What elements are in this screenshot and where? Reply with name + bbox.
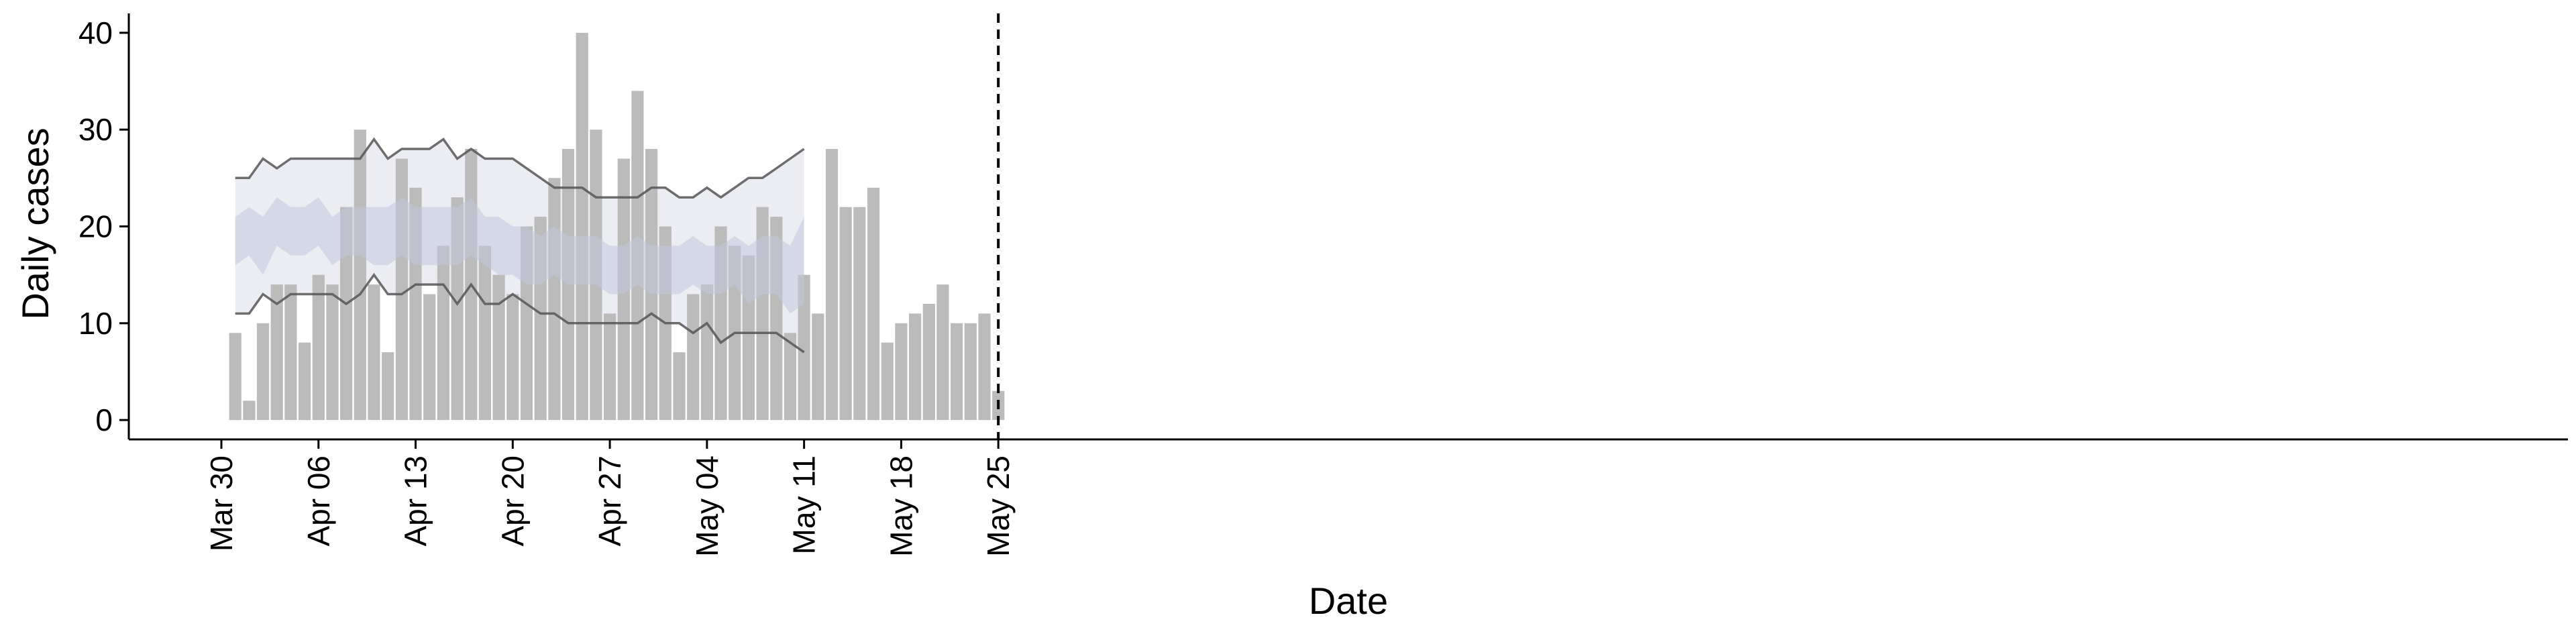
bar [895, 323, 908, 421]
x-ticks: Mar 30 Apr 06 Apr 13 Apr 20 Apr 27 May 04 May … [204, 439, 1016, 557]
bar [700, 284, 713, 421]
bar [548, 178, 561, 421]
x-tick-label: May 18 [883, 455, 918, 557]
bar [312, 274, 325, 421]
x-tick-label: Mar 30 [204, 455, 239, 551]
x-tick-label: May 04 [690, 455, 724, 557]
y-tick-label: 40 [78, 15, 113, 50]
y-tick-label: 0 [95, 402, 113, 437]
bar [492, 274, 505, 421]
x-tick-label: Apr 13 [398, 455, 433, 547]
bar [229, 333, 241, 421]
bar [936, 284, 949, 421]
x-tick-label: May 11 [787, 455, 822, 554]
bar [243, 400, 256, 421]
forecast-inner-band [235, 197, 804, 314]
bar [423, 294, 436, 421]
bar [853, 207, 866, 421]
bar [576, 32, 588, 421]
bar [506, 294, 519, 421]
bar [299, 342, 311, 421]
bar [354, 129, 366, 421]
forecast-lines-layer [235, 137, 805, 354]
bar [687, 294, 700, 421]
bar [284, 284, 297, 421]
bar [478, 246, 491, 421]
bar [673, 352, 686, 421]
bar [256, 323, 270, 421]
bar [270, 284, 283, 421]
bar [437, 246, 449, 421]
x-tick-label: Apr 27 [592, 455, 627, 547]
x-tick-label: Apr 20 [495, 455, 530, 547]
bar [839, 207, 852, 421]
bar [326, 284, 339, 421]
forecast-lower-line [235, 272, 805, 354]
bar [340, 207, 353, 421]
bar [604, 313, 616, 421]
bar [812, 313, 824, 421]
y-axis-label: Daily cases [14, 127, 56, 319]
bar [909, 313, 922, 421]
y-tick-label: 10 [78, 306, 113, 341]
bar [978, 313, 991, 421]
bar [964, 323, 977, 421]
x-axis-label: Date [1309, 580, 1388, 622]
bar [784, 333, 796, 421]
bar [867, 187, 880, 421]
y-tick-label: 20 [78, 209, 113, 244]
bar [825, 149, 839, 421]
bar [881, 342, 894, 421]
x-tick-label: Apr 06 [301, 455, 336, 547]
bar [951, 323, 963, 421]
forecast-upper-line [235, 137, 805, 199]
y-tick-label: 30 [78, 112, 113, 147]
bar [368, 284, 380, 421]
bar [922, 304, 935, 421]
bar [798, 274, 810, 421]
forecast-inner-band-layer [235, 197, 804, 314]
x-tick-label: May 25 [981, 455, 1016, 557]
y-ticks: 0 10 20 30 40 [78, 15, 129, 437]
bar [382, 352, 394, 421]
